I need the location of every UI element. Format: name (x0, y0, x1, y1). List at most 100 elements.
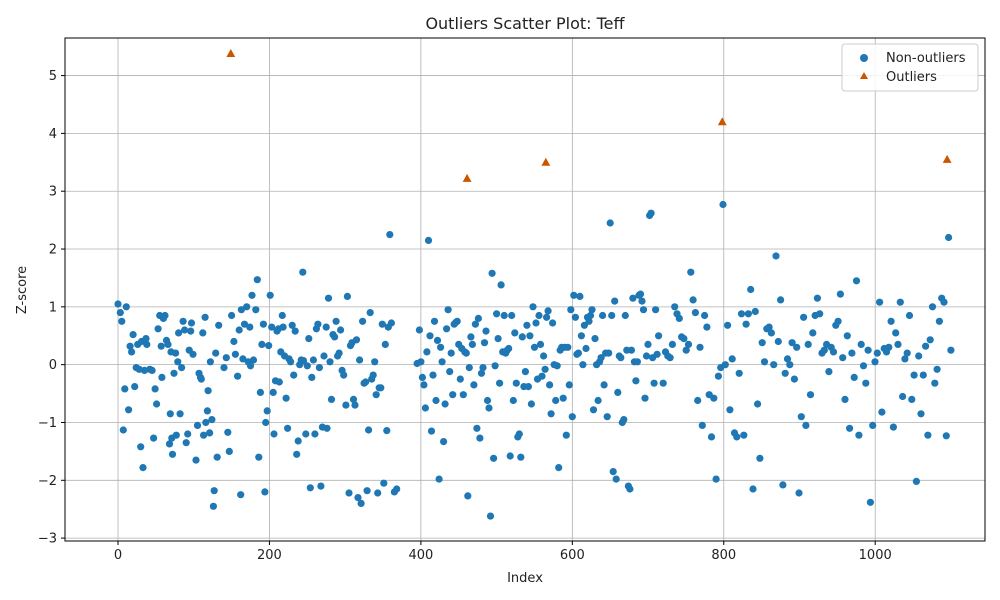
non-outlier-point (433, 336, 442, 344)
non-outlier-point (506, 452, 514, 460)
non-outlier-point (293, 450, 301, 458)
non-outlier-point (479, 364, 487, 372)
non-outlier-point (182, 439, 190, 447)
non-outlier-point (153, 400, 161, 408)
y-tick-label: −1 (38, 416, 57, 431)
non-outlier-point (529, 303, 537, 311)
non-outlier-point (806, 391, 815, 399)
non-outlier-point (749, 485, 757, 493)
non-outlier-point (774, 337, 782, 346)
non-outlier-point (203, 407, 211, 415)
non-outlier-point (426, 332, 434, 340)
non-outlier-point (354, 494, 362, 502)
non-outlier-point (878, 408, 886, 416)
y-tick-label: −3 (38, 532, 57, 547)
non-outlier-point (559, 394, 567, 402)
non-outlier-point (509, 396, 517, 405)
non-outlier-point (839, 354, 847, 362)
non-outlier-point (644, 340, 652, 348)
non-outlier-point (905, 311, 914, 320)
non-outlier-point (253, 276, 261, 284)
non-outlier-point (430, 317, 439, 325)
non-outlier-point (179, 317, 187, 325)
non-outlier-point (873, 349, 881, 357)
non-outlier-point (421, 404, 429, 412)
non-outlier-point (820, 346, 828, 354)
non-outlier-point (352, 336, 361, 344)
non-outlier-point (751, 307, 759, 316)
outlier-point (541, 157, 551, 166)
non-outlier-point (473, 424, 481, 432)
non-outlier-point (515, 430, 523, 438)
non-outlier-point (919, 371, 927, 379)
non-outlier-point (474, 314, 482, 322)
x-tick-label: 0 (114, 548, 122, 563)
non-outlier-point (178, 364, 186, 372)
non-outlier-point (199, 329, 207, 337)
non-outlier-point (899, 392, 907, 401)
non-outlier-point (150, 434, 158, 442)
non-outlier-point (327, 395, 336, 403)
non-outlier-point (261, 488, 269, 496)
non-outlier-point (222, 354, 230, 362)
non-outlier-point (627, 346, 636, 354)
non-outlier-point (308, 373, 316, 381)
non-outlier-point (340, 371, 348, 379)
non-outlier-point (137, 443, 145, 451)
non-outlier-point (594, 396, 602, 405)
non-outlier-point (719, 200, 727, 209)
non-outlier-point (490, 454, 498, 462)
non-outlier-point (901, 355, 909, 363)
non-outlier-point (220, 364, 228, 372)
grid (65, 38, 985, 541)
non-outlier-point (415, 326, 423, 334)
non-outlier-point (447, 349, 455, 357)
non-outlier-point (165, 440, 174, 448)
non-outlier-point (256, 388, 264, 396)
non-outlier-point (453, 317, 461, 325)
non-outlier-point (456, 375, 464, 383)
non-outlier-point (760, 358, 769, 366)
non-outlier-point (200, 431, 208, 439)
non-outlier-point (526, 332, 534, 340)
non-outlier-point (544, 307, 552, 315)
x-tick-label: 800 (711, 548, 736, 563)
non-outlier-point (809, 329, 817, 337)
non-outlier-point (438, 358, 446, 366)
non-outlier-point (733, 433, 741, 441)
non-outlier-point (639, 306, 648, 314)
non-outlier-point (255, 453, 263, 461)
non-outlier-point (680, 335, 688, 343)
non-outlier-point (119, 426, 127, 434)
non-outlier-point (577, 332, 586, 340)
non-outlier-point (915, 352, 923, 360)
non-outlier-point (284, 424, 292, 432)
non-outlier-point (864, 346, 872, 354)
non-outlier-point (204, 387, 212, 395)
non-outlier-point (356, 356, 364, 364)
non-outlier-point (496, 379, 504, 387)
non-outlier-point (497, 281, 505, 289)
non-outlier-point (374, 489, 382, 497)
non-outlier-point (555, 464, 563, 472)
non-outlier-point (892, 329, 900, 337)
non-outlier-point (862, 379, 870, 387)
non-outlier-point (547, 410, 555, 418)
non-outlier-point (942, 432, 950, 440)
non-outlier-point (671, 303, 679, 311)
non-outlier-point (783, 355, 792, 363)
non-outlier-point (215, 321, 223, 329)
non-outlier-point (793, 343, 801, 351)
non-outlier-point (418, 373, 426, 381)
non-outlier-point (343, 292, 351, 300)
non-outlier-point (129, 331, 137, 339)
x-axis-label: Index (507, 571, 543, 586)
non-outlier-point (922, 342, 930, 350)
non-outlier-point (380, 479, 388, 487)
non-outlier-point (553, 362, 561, 370)
non-outlier-point (894, 340, 902, 348)
non-outlier-point (682, 346, 690, 354)
non-outlier-point (767, 329, 776, 337)
non-outlier-point (443, 325, 451, 333)
non-outlier-point (246, 362, 255, 370)
